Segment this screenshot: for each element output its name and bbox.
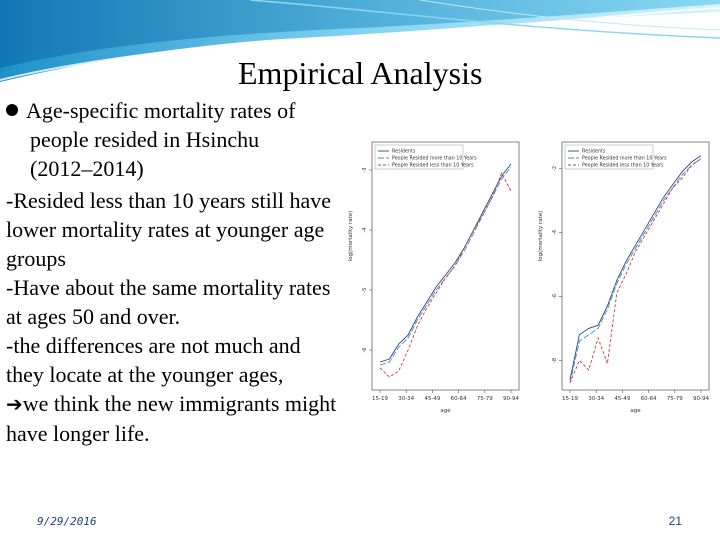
- series-line-3: [569, 158, 702, 383]
- decorative-banner: [0, 0, 720, 82]
- x-tick-label: 60-64: [451, 396, 467, 402]
- bullet-line-1: Age-specific mortality rates of: [26, 98, 296, 123]
- conclusion-paragraph: ➔we think the new immigrants might have …: [6, 389, 341, 448]
- x-tick-label: 90-94: [693, 396, 709, 402]
- y-tick-label: -5: [362, 288, 368, 293]
- y-tick-label: -6: [552, 294, 558, 299]
- plot-frame: [371, 141, 520, 391]
- x-tick-label: 90-94: [503, 396, 519, 402]
- x-tick-label: 45-49: [424, 396, 440, 402]
- y-tick-label: -6: [362, 348, 368, 353]
- legend-label: People Resided less than 10 Years: [392, 163, 474, 169]
- x-tick-label: 30-34: [588, 396, 604, 402]
- x-axis-label: age: [630, 408, 641, 414]
- legend-label: People Resided more than 10 Years: [392, 156, 477, 162]
- y-axis-label: log(mortality rate): [538, 211, 544, 262]
- y-tick-label: -4: [552, 230, 558, 235]
- body-paragraph-1: -Resided less than 10 years still have l…: [6, 188, 332, 271]
- x-tick-label: 75-79: [477, 396, 493, 402]
- body-paragraph-2: -Have about the same mortality rates at …: [6, 275, 331, 329]
- mortality-chart-1: -3 -4 -5 -6 15-19 30-34 45-49 60-64 75-79 90-94 ag…: [348, 141, 520, 414]
- legend-label: Residents: [582, 149, 606, 155]
- footer-date: 9/29/2016: [37, 515, 97, 528]
- x-tick-label: 30-34: [398, 396, 414, 402]
- bullet-heading: Age-specific mortality rates of people r…: [6, 96, 336, 183]
- x-tick-label: 15-19: [562, 396, 578, 402]
- series-line-1: [379, 163, 512, 363]
- legend-label: People Resided more than 10 Years: [582, 156, 667, 162]
- legend-box: [564, 144, 654, 170]
- series-line-2: [569, 158, 702, 383]
- x-tick-label: 60-64: [641, 396, 657, 402]
- y-tick-label: -3: [362, 168, 368, 173]
- legend-box: [374, 144, 464, 170]
- bullet-line-3: (2012–2014): [30, 156, 144, 181]
- body-paragraph-3: -the differences are not much and they l…: [6, 333, 301, 387]
- conclusion-text: we think the new immigrants might have l…: [6, 391, 337, 446]
- y-tick-label: -4: [362, 228, 368, 233]
- bullet-line-2: people resided in Hsinchu: [30, 127, 260, 152]
- x-tick-label: 45-49: [614, 396, 630, 402]
- series-line-3: [379, 171, 512, 378]
- x-tick-label: 75-79: [667, 396, 683, 402]
- mortality-chart-2: -2 -4 -6 -8 15-19 30-34 45-49 60-64 75-79 90-94 ag…: [538, 141, 710, 414]
- x-tick-label: 15-19: [372, 396, 388, 402]
- right-arrow-icon: ➔: [6, 392, 23, 416]
- body-text: -Resided less than 10 years still have l…: [6, 186, 341, 448]
- page-number: 21: [668, 514, 682, 528]
- x-axis-label: age: [440, 408, 451, 414]
- legend-label: Residents: [392, 149, 416, 155]
- legend-label: People Resided less than 10 Years: [582, 163, 664, 169]
- y-axis-label: log(mortality rate): [348, 211, 354, 262]
- slide-title: Empirical Analysis: [238, 55, 483, 91]
- plot-frame: [561, 141, 710, 391]
- y-tick-label: -2: [552, 166, 558, 171]
- bullet-icon: [6, 104, 18, 116]
- series-line-1: [569, 155, 702, 380]
- y-tick-label: -8: [552, 358, 558, 363]
